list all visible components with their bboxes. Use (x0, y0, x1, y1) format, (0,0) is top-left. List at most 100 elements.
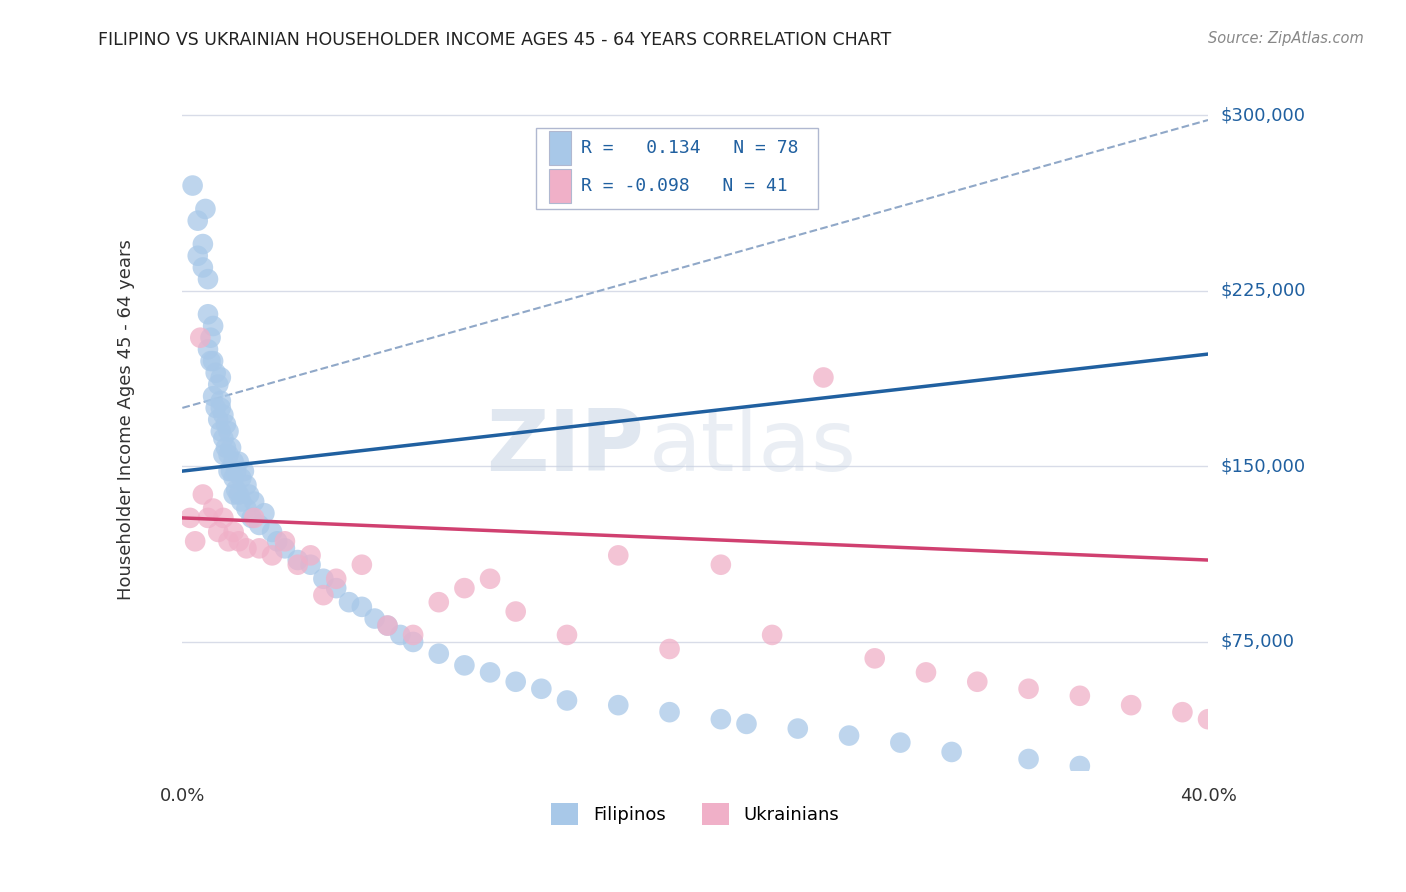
Point (187, 213, 209, 227)
Point (262, 524, 284, 539)
Point (222, 471, 245, 485)
Point (197, 272, 219, 286)
Point (218, 448, 240, 462)
Point (299, 549, 322, 563)
Point (243, 511, 266, 525)
Point (187, 249, 209, 263)
Point (1121, 698, 1143, 713)
Point (209, 370, 232, 384)
Point (427, 595, 450, 609)
Point (838, 729, 860, 743)
Text: Source: ZipAtlas.com: Source: ZipAtlas.com (1208, 31, 1364, 46)
Point (247, 541, 270, 556)
Point (377, 618, 399, 632)
Point (299, 558, 322, 572)
Point (184, 534, 207, 549)
Point (202, 501, 225, 516)
Point (505, 605, 527, 619)
Point (658, 705, 681, 719)
Point (238, 487, 260, 501)
Point (287, 558, 309, 572)
Point (607, 698, 630, 713)
Point (240, 511, 263, 525)
Point (188, 331, 211, 345)
Point (215, 441, 238, 455)
Text: ZIP: ZIP (486, 406, 644, 489)
Point (218, 534, 240, 549)
Point (337, 595, 360, 609)
Point (1197, 712, 1219, 726)
Point (218, 464, 240, 478)
Point (505, 674, 527, 689)
Point (235, 501, 257, 516)
Point (941, 745, 963, 759)
Point (915, 665, 938, 680)
Point (363, 611, 385, 625)
Point (207, 377, 229, 392)
Point (813, 370, 835, 384)
FancyBboxPatch shape (548, 169, 571, 202)
Point (212, 431, 235, 445)
Text: $225,000: $225,000 (1220, 282, 1306, 300)
Point (786, 722, 808, 736)
Point (209, 425, 232, 439)
Point (1069, 759, 1091, 773)
Point (287, 553, 309, 567)
Point (225, 464, 247, 478)
Point (209, 393, 232, 408)
Point (325, 581, 347, 595)
Point (325, 572, 347, 586)
Point (555, 628, 578, 642)
Point (235, 478, 257, 492)
Point (222, 524, 245, 539)
Point (231, 494, 253, 508)
Point (247, 517, 270, 532)
Point (232, 464, 254, 478)
Text: $75,000: $75,000 (1220, 633, 1295, 651)
Text: atlas: atlas (650, 406, 858, 489)
Point (453, 658, 475, 673)
FancyBboxPatch shape (548, 131, 571, 165)
Point (253, 506, 276, 520)
Point (1018, 752, 1040, 766)
Point (194, 202, 217, 216)
Point (555, 693, 578, 707)
Point (402, 628, 425, 642)
Text: $300,000: $300,000 (1220, 106, 1305, 124)
Point (222, 455, 245, 469)
Point (228, 455, 250, 469)
Point (222, 487, 245, 501)
Point (215, 417, 238, 432)
Point (207, 524, 229, 539)
Point (389, 628, 412, 642)
Point (212, 408, 235, 422)
Point (191, 487, 214, 501)
Point (228, 487, 250, 501)
Point (1069, 689, 1091, 703)
FancyBboxPatch shape (536, 128, 818, 209)
Point (658, 642, 681, 657)
Text: FILIPINO VS UKRAINIAN HOUSEHOLDER INCOME AGES 45 - 64 YEARS CORRELATION CHART: FILIPINO VS UKRAINIAN HOUSEHOLDER INCOME… (98, 31, 891, 49)
Point (219, 441, 242, 455)
Point (202, 354, 225, 368)
Point (218, 425, 240, 439)
Point (710, 558, 733, 572)
Point (274, 534, 297, 549)
Legend: Filipinos, Ukrainians: Filipinos, Ukrainians (551, 803, 839, 825)
Point (191, 260, 214, 275)
Point (530, 681, 553, 696)
Point (228, 534, 250, 549)
Point (607, 549, 630, 563)
Point (212, 511, 235, 525)
Point (179, 511, 201, 525)
Point (262, 549, 284, 563)
Point (235, 541, 257, 556)
Point (312, 572, 335, 586)
Point (377, 618, 399, 632)
Point (197, 343, 219, 357)
Point (479, 665, 502, 680)
Text: $150,000: $150,000 (1220, 458, 1306, 475)
Point (219, 464, 242, 478)
Point (191, 237, 214, 252)
Point (350, 558, 373, 572)
